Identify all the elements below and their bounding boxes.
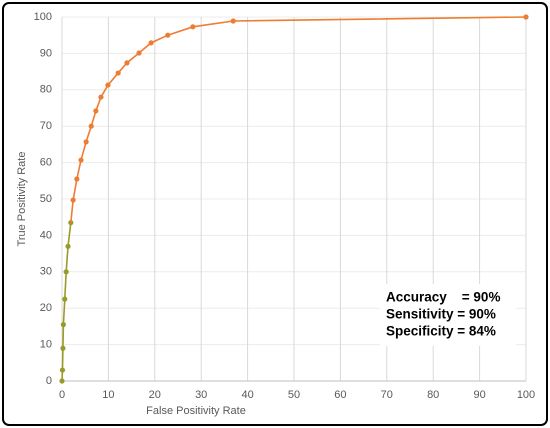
data-point (63, 269, 69, 275)
data-point (78, 157, 84, 163)
data-point (70, 197, 76, 203)
x-tick-label: 70 (381, 389, 393, 401)
data-point (88, 123, 94, 129)
annotation: Specificity = 84% (386, 324, 496, 339)
y-tick-label: 80 (40, 84, 52, 96)
data-point (74, 176, 80, 182)
series-line (61, 222, 72, 382)
x-tick-label: 20 (149, 389, 161, 401)
x-tick-label: 90 (473, 389, 485, 401)
x-tick-label: 40 (241, 389, 253, 401)
data-point (523, 14, 529, 20)
data-point (115, 70, 121, 76)
data-point (190, 24, 196, 30)
x-tick-label: 30 (195, 389, 207, 401)
connector (70, 200, 74, 223)
x-tick-label: 50 (288, 389, 300, 401)
y-tick-label: 20 (40, 302, 52, 314)
y-tick-label: 100 (34, 11, 52, 23)
data-point (60, 321, 66, 328)
y-tick-label: 90 (40, 47, 52, 59)
x-tick-label: 100 (517, 389, 535, 401)
annotation: Sensitivity = 90% (386, 307, 496, 322)
data-point (98, 94, 104, 100)
data-point (62, 296, 68, 302)
x-tick-label: 0 (59, 389, 65, 401)
x-tick-label: 80 (427, 389, 439, 401)
y-tick-label: 70 (40, 120, 52, 132)
data-point (105, 82, 111, 88)
data-point (65, 243, 71, 249)
data-point (124, 60, 130, 66)
x-axis-label: False Positivity Rate (146, 405, 246, 417)
data-point (148, 40, 154, 46)
y-tick-label: 10 (40, 339, 52, 351)
y-tick-label: 40 (40, 229, 52, 241)
data-point (83, 139, 89, 145)
x-tick-label: 60 (334, 389, 346, 401)
x-tick-label: 10 (102, 389, 114, 401)
y-tick-label: 50 (40, 193, 52, 205)
y-tick-label: 60 (40, 157, 52, 169)
annotation: Accuracy = 90% (386, 290, 500, 305)
data-point (59, 378, 65, 384)
data-point (136, 50, 142, 56)
y-tick-label: 30 (40, 266, 52, 278)
data-point (60, 345, 66, 351)
data-point (230, 18, 236, 24)
series-line (72, 16, 527, 201)
data-point (59, 367, 66, 373)
annotation-box (380, 284, 516, 346)
y-tick-label: 0 (46, 375, 52, 387)
data-point (93, 108, 99, 114)
data-point (165, 32, 171, 38)
y-axis-label: True Positivity Rate (16, 152, 28, 247)
